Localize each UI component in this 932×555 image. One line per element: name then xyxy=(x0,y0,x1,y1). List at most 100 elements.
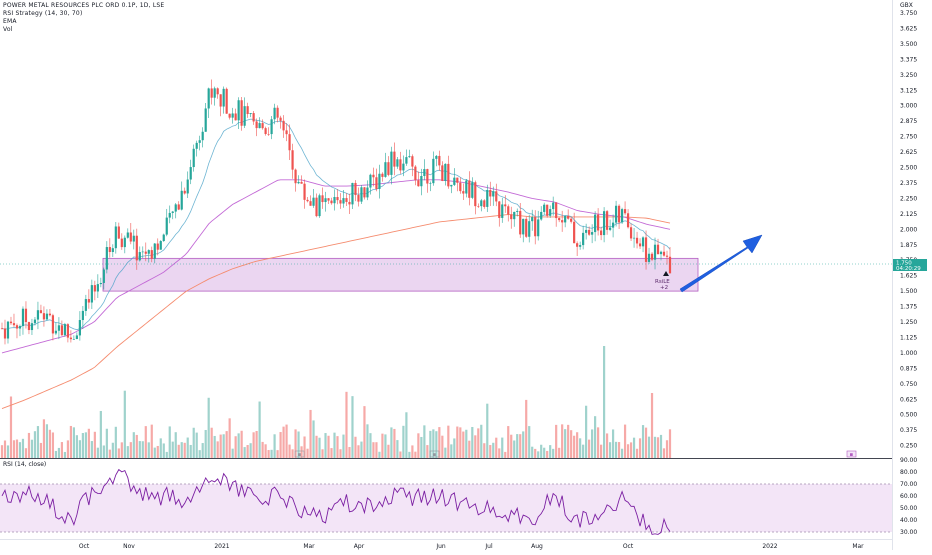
candle-body[interactable] xyxy=(141,251,144,253)
candle-body[interactable] xyxy=(168,212,171,218)
candle-body[interactable] xyxy=(99,282,102,285)
candle-body[interactable] xyxy=(69,337,72,340)
candle-body[interactable] xyxy=(653,244,657,260)
candle-body[interactable] xyxy=(348,201,351,205)
candle-body[interactable] xyxy=(552,202,555,210)
candle-body[interactable] xyxy=(201,131,204,141)
candle-body[interactable] xyxy=(650,253,654,260)
candle-body[interactable] xyxy=(303,183,306,200)
candle-body[interactable] xyxy=(138,252,141,261)
candle-body[interactable] xyxy=(219,94,222,107)
candle-body[interactable] xyxy=(396,159,399,167)
collapse-marker-mid[interactable]: ▪ xyxy=(429,450,440,458)
candle-body[interactable] xyxy=(156,243,159,250)
candle-body[interactable] xyxy=(462,191,465,194)
candle-body[interactable] xyxy=(438,155,441,166)
candle-body[interactable] xyxy=(72,338,75,340)
candle-body[interactable] xyxy=(531,217,534,222)
candle-body[interactable] xyxy=(147,250,150,254)
candle-body[interactable] xyxy=(282,120,285,131)
candle-body[interactable] xyxy=(153,243,156,259)
candle-body[interactable] xyxy=(81,310,84,321)
candle-body[interactable] xyxy=(594,214,597,233)
candle-body[interactable] xyxy=(444,163,447,181)
candle-body[interactable] xyxy=(42,313,46,320)
candle-body[interactable] xyxy=(66,324,70,338)
candle-body[interactable] xyxy=(423,169,426,177)
candle-body[interactable] xyxy=(126,232,129,238)
candle-body[interactable] xyxy=(129,232,132,242)
candle-body[interactable] xyxy=(573,221,576,244)
support-zone[interactable] xyxy=(102,257,699,292)
candle-body[interactable] xyxy=(198,140,201,143)
candle-body[interactable] xyxy=(597,214,600,231)
candle-body[interactable] xyxy=(602,211,606,236)
candle-body[interactable] xyxy=(63,324,67,336)
candle-body[interactable] xyxy=(243,106,246,126)
candle-body[interactable] xyxy=(417,180,420,187)
candle-body[interactable] xyxy=(57,325,61,331)
candle-body[interactable] xyxy=(84,299,87,311)
candle-body[interactable] xyxy=(366,187,369,198)
candle-body[interactable] xyxy=(611,222,615,228)
candle-body[interactable] xyxy=(623,209,627,214)
candle-body[interactable] xyxy=(306,199,309,202)
candle-body[interactable] xyxy=(228,113,231,118)
candle-body[interactable] xyxy=(339,200,342,204)
candle-body[interactable] xyxy=(237,100,240,121)
candle-body[interactable] xyxy=(665,255,669,257)
candle-body[interactable] xyxy=(489,189,492,197)
candle-body[interactable] xyxy=(456,177,459,183)
candle-body[interactable] xyxy=(192,148,195,168)
ema-label[interactable]: EMA xyxy=(3,18,17,25)
collapse-marker-left[interactable]: ▪ xyxy=(294,450,305,458)
candle-body[interactable] xyxy=(87,299,90,303)
candle-body[interactable] xyxy=(585,229,588,233)
candle-body[interactable] xyxy=(567,215,570,219)
candle-body[interactable] xyxy=(24,308,28,323)
candle-body[interactable] xyxy=(579,245,582,247)
candle-body[interactable] xyxy=(465,180,468,194)
candle-body[interactable] xyxy=(273,107,276,120)
candle-body[interactable] xyxy=(189,167,192,180)
candle-body[interactable] xyxy=(450,184,453,187)
candle-body[interactable] xyxy=(276,107,279,118)
candle-body[interactable] xyxy=(261,123,264,129)
candle-body[interactable] xyxy=(516,210,519,212)
candle-body[interactable] xyxy=(6,321,10,339)
candle-body[interactable] xyxy=(213,88,216,98)
candle-body[interactable] xyxy=(75,335,78,339)
candle-body[interactable] xyxy=(537,219,540,237)
candle-body[interactable] xyxy=(668,256,672,274)
candle-body[interactable] xyxy=(483,200,486,207)
candle-body[interactable] xyxy=(495,191,498,202)
candle-body[interactable] xyxy=(387,162,390,175)
candle-body[interactable] xyxy=(336,197,339,201)
candle-body[interactable] xyxy=(15,325,19,329)
candle-body[interactable] xyxy=(390,151,393,175)
candle-body[interactable] xyxy=(222,88,225,107)
candle-body[interactable] xyxy=(18,326,22,329)
candle-body[interactable] xyxy=(525,218,528,237)
candle-body[interactable] xyxy=(441,165,444,181)
candle-body[interactable] xyxy=(300,181,303,184)
candle-body[interactable] xyxy=(342,198,345,204)
candle-body[interactable] xyxy=(561,220,564,223)
candle-body[interactable] xyxy=(231,113,234,118)
candle-body[interactable] xyxy=(378,173,381,189)
candle-body[interactable] xyxy=(393,151,396,167)
candle-body[interactable] xyxy=(45,313,49,320)
candle-body[interactable] xyxy=(408,156,411,158)
candle-body[interactable] xyxy=(600,230,603,236)
candle-body[interactable] xyxy=(9,321,13,324)
candle-body[interactable] xyxy=(327,198,330,201)
candle-body[interactable] xyxy=(144,251,147,254)
candle-body[interactable] xyxy=(501,204,504,218)
candle-body[interactable] xyxy=(174,204,177,212)
candle-body[interactable] xyxy=(647,253,651,262)
candle-body[interactable] xyxy=(294,169,297,184)
candle-body[interactable] xyxy=(234,113,237,121)
candle-body[interactable] xyxy=(486,189,489,207)
candle-body[interactable] xyxy=(285,130,288,135)
